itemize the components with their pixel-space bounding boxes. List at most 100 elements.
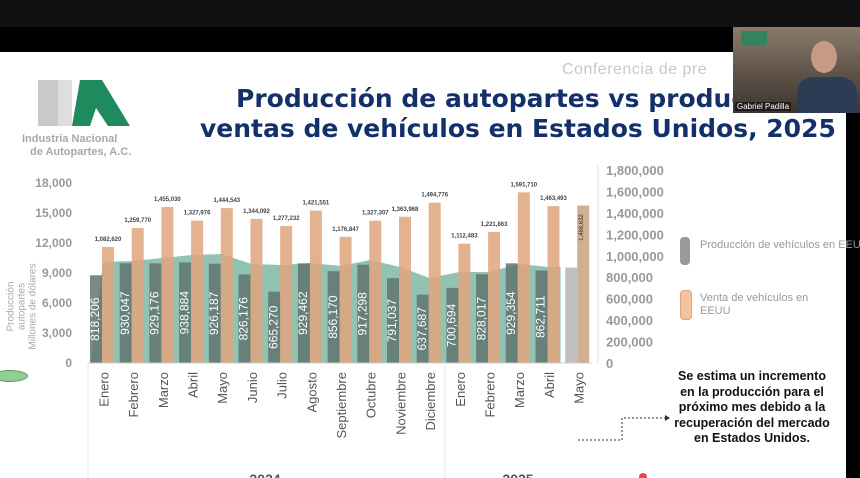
logo-text-line1: Industria Nacional <box>22 133 118 145</box>
production-bar-label: 828,017 <box>474 297 488 341</box>
annotation-arrow <box>578 417 665 441</box>
production-bar <box>327 271 340 363</box>
sales-bar <box>547 206 560 363</box>
webcam-logo <box>741 31 767 45</box>
participant-name: Gabriel Padilla <box>735 102 792 111</box>
sales-bar-label: 1,327,307 <box>362 211 389 217</box>
annotation-note: Se estima un incremento en la producción… <box>674 369 830 445</box>
production-bar <box>268 291 281 363</box>
production-bar <box>297 263 310 363</box>
production-bar-label: 826,176 <box>237 297 251 341</box>
right-axis-tick: 1,000,000 <box>606 249 664 264</box>
year-label-2024: 2024 <box>249 471 280 478</box>
production-bar-label: 930,047 <box>118 291 132 335</box>
production-bar <box>357 264 370 363</box>
sales-bar <box>309 210 322 363</box>
right-axis-tick: 1,400,000 <box>606 206 664 221</box>
sales-bar-label: 1,463,493 <box>540 196 567 202</box>
right-axis-tick: 800,000 <box>606 270 653 285</box>
left-axis-tick: 0 <box>65 356 72 370</box>
production-bar <box>416 294 429 363</box>
x-axis-month-label: Junio <box>245 372 260 403</box>
production-bar <box>90 275 102 363</box>
production-bar-label: 938,884 <box>177 291 191 335</box>
legend-swatch-production <box>680 237 690 265</box>
x-axis-month-label: Febrero <box>483 372 498 418</box>
sales-bar <box>339 236 352 363</box>
sales-bar-label: 1,444,543 <box>213 198 240 204</box>
production-bar <box>565 267 578 363</box>
sales-bar <box>191 220 204 363</box>
x-axis-month-label: Noviembre <box>393 372 408 435</box>
left-axis-tick: 3,000 <box>42 326 72 340</box>
slide-title-line2: ventas de vehículos en Estados Unidos, 2… <box>200 114 836 143</box>
slide-header: Conferencia de pre <box>562 61 708 78</box>
sales-bar <box>458 243 471 363</box>
left-axis-tick: 12,000 <box>35 236 72 250</box>
sales-bar-label: 1,455,030 <box>154 197 181 203</box>
production-bar-label: 862,711 <box>534 295 548 338</box>
x-axis-month-label: Febrero <box>126 372 141 418</box>
conference-top-bar <box>0 0 860 27</box>
right-axis-tick: 600,000 <box>606 292 653 307</box>
sales-bar-label: 1,494,776 <box>421 193 448 199</box>
webcam-video[interactable]: Gabriel Padilla <box>733 27 860 113</box>
logo-text-line2: de Autopartes, A.C. <box>30 146 132 158</box>
x-axis-month-label: Abril <box>186 372 201 398</box>
right-axis-tick: 0 <box>606 356 613 371</box>
production-bar <box>119 263 132 363</box>
left-axis-tick: 18,000 <box>35 176 72 190</box>
production-bar-label: 929,176 <box>148 291 162 335</box>
x-axis-month-label: Marzo <box>512 372 527 408</box>
sales-bar <box>250 218 263 363</box>
right-axis-tick: 1,600,000 <box>606 184 664 199</box>
sales-bar <box>102 246 114 363</box>
speaker-body <box>797 77 857 113</box>
sales-bar <box>131 227 144 363</box>
sales-bar-label: 1,082,620 <box>95 237 122 243</box>
production-bar <box>446 287 459 363</box>
legend-sales: Venta de vehículos en EEUU <box>700 292 809 317</box>
production-bar-label: 700,694 <box>445 303 459 347</box>
x-axis-month-label: Diciembre <box>423 372 438 431</box>
legend-swatch-sales <box>680 290 692 320</box>
production-bar <box>149 263 162 363</box>
sales-bar-label: 1,259,770 <box>124 218 151 224</box>
pointer-dot <box>639 473 647 478</box>
slide-title-line1: Producción de autopartes vs produc <box>236 84 747 113</box>
sales-bar-label: 1,421,551 <box>303 201 330 207</box>
x-axis-month-label: Octubre <box>364 372 379 418</box>
right-axis-tick: 400,000 <box>606 313 653 328</box>
production-bar-label: 637,687 <box>415 307 429 351</box>
sales-bar <box>220 208 233 363</box>
x-axis-month-label: Mayo <box>215 372 230 404</box>
sales-bar <box>161 206 174 363</box>
x-axis-month-label: Mayo <box>572 372 587 404</box>
sales-bar <box>488 231 501 363</box>
logo-text: Industria Nacional de Autopartes, A.C. <box>22 133 131 159</box>
sales-bar-label: 1,277,232 <box>273 216 300 222</box>
production-bar-label: 665,270 <box>266 305 280 349</box>
right-axis-tick: 1,800,000 <box>606 163 664 178</box>
sales-bar-label: 1,221,863 <box>481 222 508 228</box>
sales-bar <box>280 226 293 363</box>
production-bar-label: 917,298 <box>355 292 369 336</box>
production-bar-label: 856,170 <box>326 295 340 339</box>
right-axis-tick: 200,000 <box>606 335 653 350</box>
production-bar <box>179 262 192 363</box>
production-bar-label: 791,037 <box>385 299 399 343</box>
left-axis-tick: 15,000 <box>35 206 72 220</box>
sales-bar-label: 1,468,632 <box>579 214 585 241</box>
sales-bar-label: 1,363,968 <box>392 207 419 213</box>
production-bar-label: 929,354 <box>504 291 518 335</box>
sales-bar <box>369 220 382 363</box>
sales-bar <box>517 192 530 363</box>
sales-bar-label: 1,591,710 <box>510 182 537 188</box>
production-bar <box>476 274 489 363</box>
production-bar-label: 926,187 <box>207 291 221 335</box>
x-axis-month-label: Septiembre <box>334 372 349 438</box>
x-axis-month-label: Agosto <box>304 372 319 412</box>
sales-bar <box>399 216 411 363</box>
production-bar <box>238 274 251 363</box>
